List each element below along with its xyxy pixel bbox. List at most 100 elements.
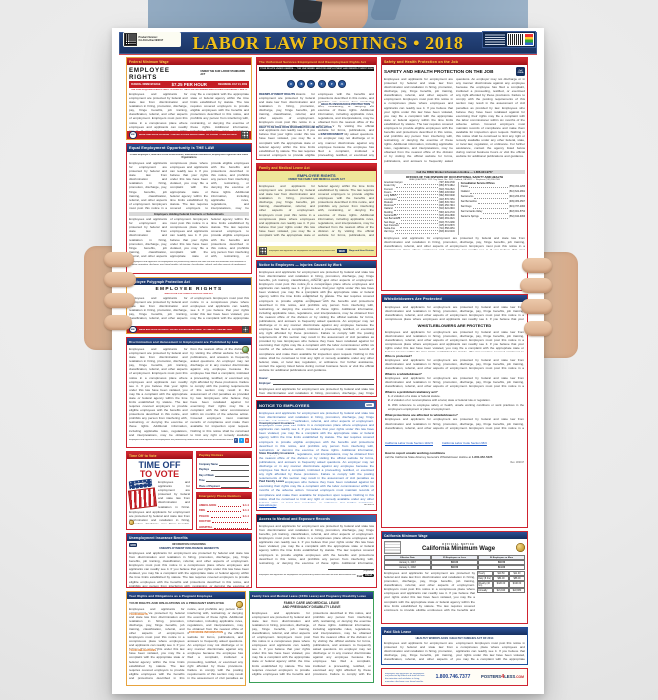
office-phone: (916) 263-2800 (438, 215, 455, 217)
section-title: Emergency Phone Numbers (199, 494, 242, 498)
esgr-logo: ESGR (259, 159, 268, 160)
fine-print: Employees and applicants for employment … (269, 249, 335, 252)
field-label: Insurer: (259, 376, 269, 380)
rate-2018-cell: $22,880 (509, 588, 525, 593)
subhead-paid-family-leave: Paid Family Leave (259, 479, 286, 483)
info-box (384, 541, 401, 554)
body-text: Employees and applicants for employment … (259, 184, 374, 237)
emergency-row: POLICE 9-1-1 (199, 514, 249, 518)
section-title: Unemployment Insurance Benefits (129, 535, 188, 540)
office-name: San Bernardino (384, 218, 401, 221)
section-header-bar: Notice to Employees — Injuries Caused by… (257, 261, 376, 268)
body-text-blue: Employees and applicants for employment … (259, 411, 374, 503)
dosh-office-row: Fresno (559) 445-5302 (384, 192, 455, 195)
fine-print: Employees and applicants for employment … (131, 261, 247, 266)
dotted-leader (393, 210, 438, 212)
office-phone: (562) 590-5048 (438, 195, 455, 198)
userra-black-band: YOUR RIGHTS UNDER USERRA — THE UNIFORMED… (259, 67, 374, 71)
whd-footer-text: WAGE AND HOUR DIVISION • UNITED STATES D… (138, 134, 237, 136)
googleplus-icon: g (244, 438, 249, 443)
left-hand-finger (104, 293, 135, 308)
consultation-office-row: San Diego (619) 767-2060 (461, 206, 525, 209)
edd-link: www.edd.ca.gov (259, 504, 277, 507)
calosha-logo-prefix: Cal/ (356, 573, 363, 578)
body-text: Employees and applicants for employment … (385, 305, 524, 321)
rate-breakdown-row: Daily (8 hrs) $84.00 $88.00 (477, 576, 525, 581)
section-header-bar: Your Rights and Obligations as a Pregnan… (127, 592, 245, 599)
fmla-headline-1: EMPLOYEE RIGHTS (297, 172, 336, 178)
section-title: Your Rights and Obligations as a Pregnan… (129, 593, 213, 598)
dosh-office-row: Sacramento (916) 263-2800 (384, 215, 455, 218)
whd-caption: Wage and Hour Division (348, 250, 374, 252)
office-phone: (619) 767-2060 (509, 206, 525, 208)
dotted-leader (483, 212, 509, 214)
left-hand-finger (104, 315, 132, 330)
userra-benefit-icon: ⚑ (307, 80, 316, 89)
body-text: Employees and applicants for employment … (385, 417, 524, 431)
section-body: Private Employers, State and Local Gover… (127, 152, 251, 267)
dotted-leader (392, 193, 438, 195)
calosha-logo-line2: OSHA (517, 71, 524, 74)
numbered-item: A violation of or noncompliance with a l… (391, 398, 491, 403)
office-phone: (818) 901-5403 (438, 231, 455, 234)
section-payday-notices: Payday Notices Company Name Paydays Day … (196, 451, 252, 489)
vendor-site-logo: POSTERS 4 LESS .COM (481, 674, 524, 680)
ui-subtitle-2: UNEMPLOYMENT INSURANCE BENEFITS (159, 546, 219, 550)
product-version-box: Product Version: CA All-In-One 09/2017 (123, 31, 181, 47)
section-body: TIME OFF TO VOTE Employees and applicant… (127, 459, 192, 526)
emergency-row: HOSPITAL (199, 525, 249, 529)
section-equal-employment-opportunity: Equal Employment Opportunity is THE LAW … (126, 143, 252, 274)
section-body: Employees and applicants for employment … (382, 302, 527, 467)
field-label: Company Name (199, 462, 218, 466)
consultation-office-row: Santa Fe Springs (562) 944-9366 (461, 216, 525, 219)
section-title: Family Care and Medical Leave (CFRA Leav… (252, 593, 367, 598)
effective-date-cell: January 1, 2017 (384, 560, 431, 565)
section-injuries-caused-by-work: Notice to Employees — Injuries Caused by… (256, 260, 377, 397)
whd-logo: WHD (129, 325, 137, 333)
section-body: FAMILY CARE AND MEDICAL LEAVE AND PREGNA… (250, 599, 373, 681)
time-off-headline: TIME OFF (138, 460, 181, 470)
rate-small-employer-cell: $10.50 (431, 565, 478, 570)
office-name: Sacramento (384, 215, 397, 217)
fine-print: Employees and applicants for employment … (129, 438, 233, 441)
vets-logo: VETS (280, 159, 289, 160)
wage-table-header-cell: Effective Date (384, 555, 431, 560)
wage-effective-date: BEGINNING JULY 24, 2009 (218, 83, 247, 86)
dotted-leader (401, 220, 438, 222)
emergency-number: 9-1-1 (242, 503, 249, 507)
section-header-bar: Paid Sick Leave (382, 628, 527, 635)
userra-benefit-icon: ⚖ (337, 80, 346, 89)
dotted-leader (474, 197, 509, 199)
fine-print: Employees and applicants for employment … (384, 235, 525, 250)
left-hand-finger (104, 252, 134, 267)
blank-line (206, 478, 249, 483)
office-phone: (510) 622-2891 (509, 190, 525, 193)
blank-line (219, 462, 249, 466)
section-body: YOUR RIGHTS UNDER USERRA — THE UNIFORMED… (257, 65, 376, 160)
federal-contracts-band: Employers Holding Federal Contracts or S… (129, 211, 249, 217)
rate-2018-cell: $11.00 (509, 571, 525, 576)
facebook-icon: f (233, 438, 238, 443)
office-phone: (209) 545-7310 (438, 201, 455, 204)
ballot-box-illustration (127, 478, 158, 510)
section-paid-sick-leave: Paid Sick Leave HEALTHY WORKPLACES / HEA… (381, 627, 528, 665)
section-body: Employees and applicants for employment … (257, 268, 376, 396)
section-cfra-leave: Family Care and Medical Leave (CFRA Leav… (249, 591, 374, 683)
dosh-office-row: San Diego (619) 767-2280 (384, 222, 455, 225)
body-text: Employees and applicants for employment … (129, 347, 249, 437)
rate-period-cell: Hourly (477, 571, 493, 576)
userra-benefit-icon: ✚ (297, 80, 306, 89)
blank-line (269, 376, 374, 380)
subhead-discrimination: RIGHT TO BE FREE FROM DISCRIMINATION AND… (259, 125, 333, 129)
question-protections: What protections are afforded to whistle… (385, 413, 458, 418)
eeo-subtitle: Private Employers, State and Local Gover… (129, 154, 249, 159)
userra-icon-row: ★ ✚ ⚑ ✈ ♥ ⚖ (259, 72, 374, 90)
revision-note: Rev. 10/2017 (510, 462, 525, 465)
stock-label-box (482, 30, 536, 48)
consultation-title: Consultation Service Offices (460, 182, 495, 186)
whd-logo: WHD (336, 248, 347, 254)
office-phone: (818) 901-5754 (509, 211, 525, 214)
field-label: Day of Week (199, 473, 214, 477)
body-text: Employees and applicants for employment … (129, 296, 249, 321)
